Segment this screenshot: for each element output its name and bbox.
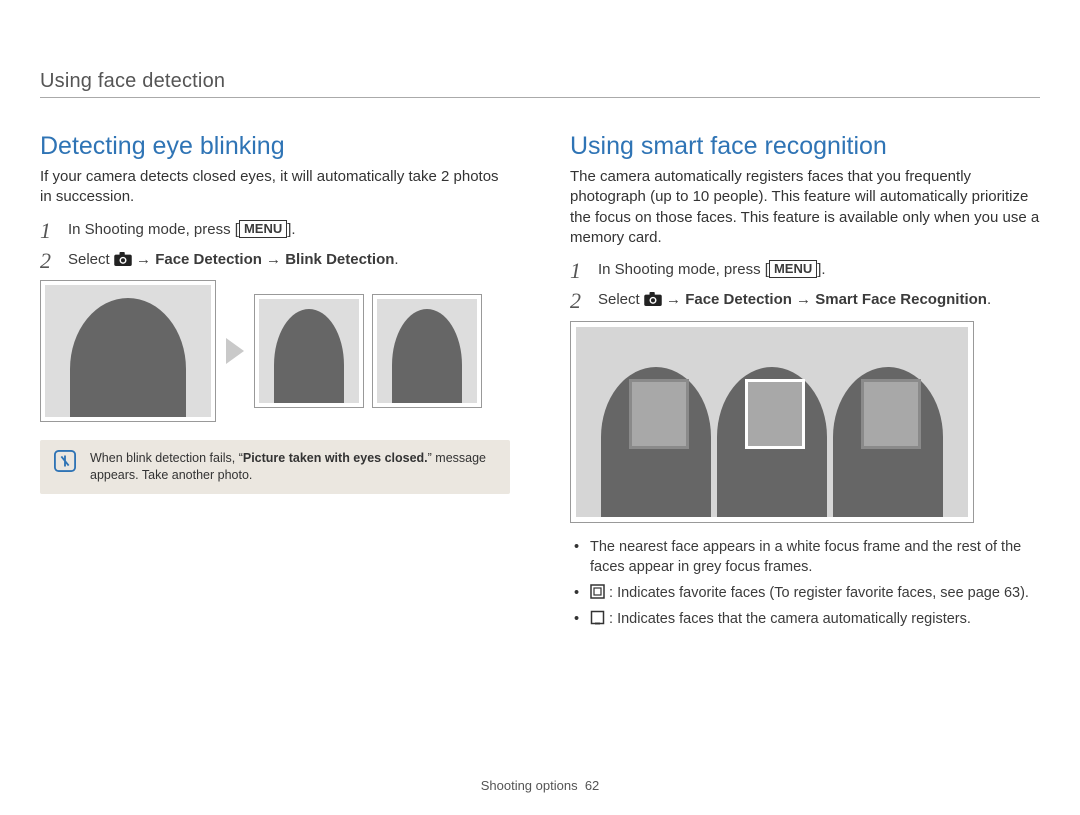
smart-face-image bbox=[570, 321, 974, 523]
step-text-pre: In Shooting mode, press [ bbox=[598, 261, 769, 278]
person-silhouette bbox=[717, 367, 827, 517]
info-icon bbox=[54, 450, 76, 472]
grey-focus-frame bbox=[629, 379, 689, 449]
step-number: 2 bbox=[40, 246, 51, 276]
step-text-pre: Select bbox=[598, 291, 644, 308]
bullet-text: : Indicates faces that the camera automa… bbox=[605, 611, 971, 627]
note-pre: When blink detection fails, “ bbox=[90, 451, 243, 465]
person-silhouette bbox=[601, 367, 711, 517]
grey-focus-frame bbox=[861, 379, 921, 449]
step-text-post: . bbox=[394, 251, 398, 268]
step-number: 2 bbox=[570, 286, 581, 316]
camera-icon bbox=[644, 292, 662, 306]
blink-preview-large bbox=[40, 280, 216, 422]
white-focus-frame bbox=[745, 379, 805, 449]
left-step-1: 1 In Shooting mode, press [MENU]. bbox=[40, 220, 510, 240]
step-text-pre: In Shooting mode, press [ bbox=[68, 221, 239, 238]
section-header: Using face detection bbox=[40, 70, 1040, 98]
left-heading: Detecting eye blinking bbox=[40, 132, 510, 161]
step-number: 1 bbox=[40, 216, 51, 246]
camera-icon bbox=[114, 252, 132, 266]
step-text-pre: Select bbox=[68, 251, 114, 268]
menu-button-label: MENU bbox=[769, 260, 817, 278]
arrow-right-icon bbox=[224, 334, 246, 368]
bullet-item: The nearest face appears in a white focu… bbox=[574, 537, 1040, 578]
bullet-text: The nearest face appears in a white focu… bbox=[590, 539, 1021, 575]
step-path: → Face Detection → Blink Detection bbox=[132, 251, 395, 268]
left-column: Detecting eye blinking If your camera de… bbox=[40, 132, 510, 636]
bullet-item: : Indicates faces that the camera automa… bbox=[574, 609, 1040, 629]
menu-button-label: MENU bbox=[239, 220, 287, 238]
right-intro: The camera automatically registers faces… bbox=[570, 167, 1040, 248]
step-text-post: ]. bbox=[287, 221, 295, 238]
favorite-face-icon bbox=[590, 584, 605, 599]
page-footer: Shooting options 62 bbox=[0, 778, 1080, 793]
step-number: 1 bbox=[570, 256, 581, 286]
blink-result-1 bbox=[254, 294, 364, 408]
left-step-2: 2 Select → Face Detection → Blink Detect… bbox=[40, 250, 510, 270]
note-box: When blink detection fails, “Picture tak… bbox=[40, 440, 510, 494]
right-bullets: The nearest face appears in a white focu… bbox=[570, 537, 1040, 630]
step-path: → Face Detection → Smart Face Recognitio… bbox=[662, 291, 987, 308]
note-text: When blink detection fails, “Picture tak… bbox=[90, 450, 496, 484]
right-column: Using smart face recognition The camera … bbox=[570, 132, 1040, 636]
two-column-layout: Detecting eye blinking If your camera de… bbox=[40, 132, 1040, 636]
blink-result-2 bbox=[372, 294, 482, 408]
footer-label: Shooting options bbox=[481, 778, 578, 793]
right-step-2: 2 Select → Face Detection → Smart Face R… bbox=[570, 290, 1040, 310]
left-intro: If your camera detects closed eyes, it w… bbox=[40, 167, 510, 208]
step-text-post: . bbox=[987, 291, 991, 308]
note-bold: Picture taken with eyes closed. bbox=[243, 451, 428, 465]
blink-image-row bbox=[40, 280, 510, 422]
right-step-1: 1 In Shooting mode, press [MENU]. bbox=[570, 260, 1040, 280]
person-silhouette bbox=[833, 367, 943, 517]
auto-face-icon bbox=[590, 610, 605, 625]
bullet-text: : Indicates favorite faces (To register … bbox=[605, 585, 1029, 601]
right-heading: Using smart face recognition bbox=[570, 132, 1040, 161]
bullet-item: : Indicates favorite faces (To register … bbox=[574, 583, 1040, 603]
footer-page: 62 bbox=[585, 778, 599, 793]
left-steps: 1 In Shooting mode, press [MENU]. 2 Sele… bbox=[40, 220, 510, 271]
right-steps: 1 In Shooting mode, press [MENU]. 2 Sele… bbox=[570, 260, 1040, 311]
step-text-post: ]. bbox=[817, 261, 825, 278]
